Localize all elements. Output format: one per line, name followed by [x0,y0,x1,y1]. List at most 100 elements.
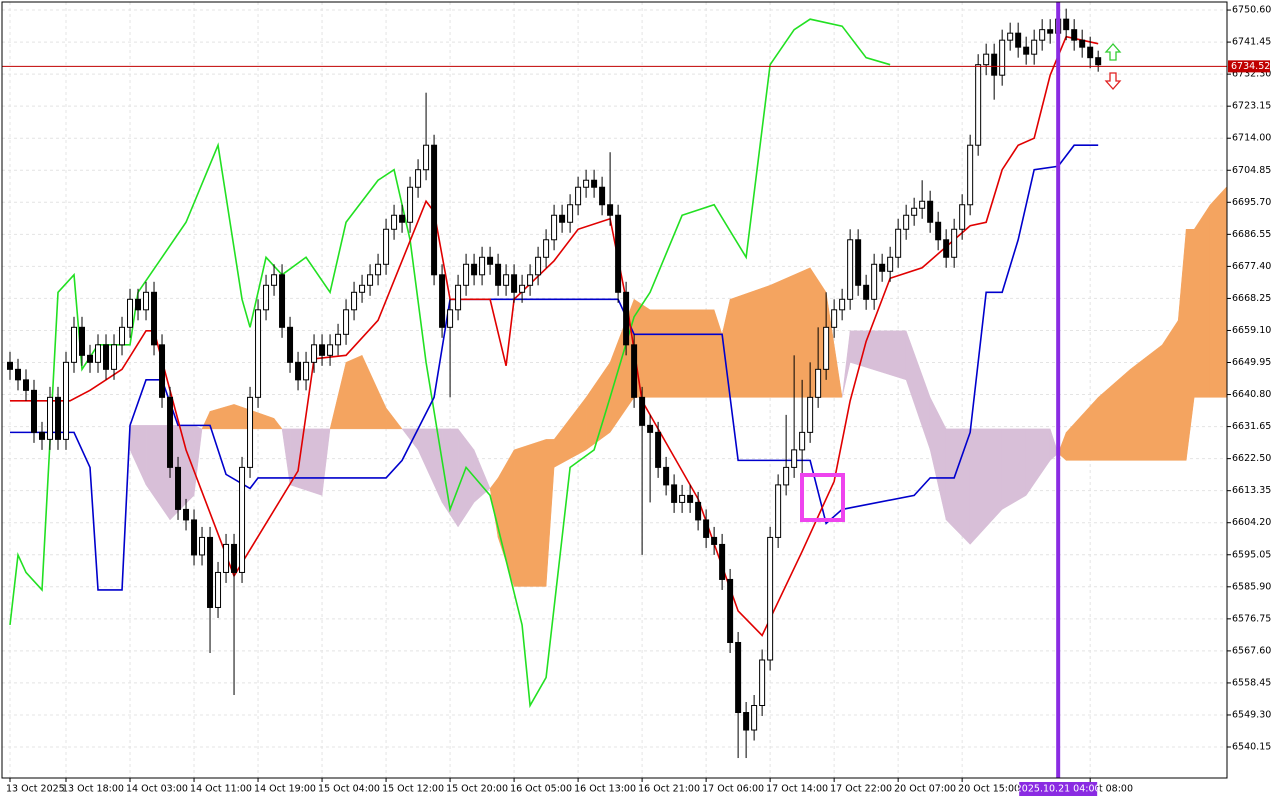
candle-body [671,484,678,503]
candle-body [615,214,622,293]
y-tick-label: 6576.75 [1232,613,1271,624]
candle-body [399,214,406,223]
y-tick-label: 6613.35 [1232,485,1271,496]
candle-body [143,291,150,311]
axis-layer: 6750.60 6741.45 6732.30 6723.15 6714.00 6704.… [6,5,1271,796]
crosshair-label-box [1019,782,1098,796]
candle-body [599,186,606,206]
candle-body [287,326,294,363]
candle-body [7,361,14,370]
y-tick-label: 6750.60 [1232,5,1271,16]
candle-body [631,344,638,398]
candle-body [175,466,182,510]
candle-body [647,424,654,433]
candle-body [543,239,550,258]
candle-body [335,333,342,346]
candle-body [1031,39,1038,55]
candle-body [511,274,518,293]
candle-body [943,239,950,258]
candle-body [359,284,366,293]
candle-body [823,326,830,370]
candle-body [455,284,462,311]
x-tick-label: 17 Oct 14:00 [766,784,828,795]
y-tick-label: 6741.45 [1232,37,1271,48]
candle-body [807,396,814,433]
candle-body [463,263,470,286]
y-tick-label: 6723.15 [1232,101,1271,112]
candle-body [831,309,838,328]
candle-body [991,53,998,76]
x-tick-label: 15 Oct 12:00 [382,784,444,795]
candle-body [439,274,446,328]
candle-body [703,519,710,538]
grid-layer [2,2,1227,778]
candle-body [79,326,86,356]
candle-body [519,284,526,293]
candle-body [55,396,62,440]
plot-frame [1,1,1228,779]
x-tick-label: 13 Oct 18:00 [62,784,124,795]
candle-body [319,344,326,356]
candles-layer [7,8,1102,759]
overlay-layer [2,2,1227,778]
cloud-segment [769,267,811,398]
candle-body [1007,32,1014,41]
cloud-segment [1049,428,1059,461]
candle-body [975,64,982,146]
candle-body [535,256,542,276]
cloud-segment [1209,186,1227,398]
candle-body [759,659,766,707]
candle-body [311,344,318,363]
candle-body [423,144,430,171]
candle-body [111,344,118,370]
candle-body [1071,29,1078,41]
candle-body [23,379,30,391]
candle-body [367,274,374,286]
candle-body [663,466,670,486]
candle-body [1039,29,1046,41]
cloud-segment [385,407,403,430]
candle-body [719,543,726,580]
y-tick-label: 6549.30 [1232,709,1271,720]
y-tick-label: 6558.45 [1232,677,1271,688]
candle-body [695,501,702,521]
candle-body [183,508,190,521]
candle-body [799,431,806,451]
candle-body [39,431,46,440]
candle-body [223,543,230,573]
candle-body [743,712,750,731]
candle-body [559,214,566,223]
candle-body [415,169,422,188]
candle-body [271,274,278,286]
candle-body [207,536,214,608]
candle-body [551,214,558,241]
candle-body [231,543,238,573]
candle-body [295,361,302,381]
candle-body [495,263,502,286]
candle-body [775,484,782,538]
candle-body [959,204,966,230]
cloud-segment [321,428,331,496]
y-tick-label: 6659.10 [1232,325,1271,336]
candle-body [263,284,270,311]
x-tick-label: 13 Oct 2025 [6,784,65,795]
x-tick-label: 15 Oct 20:00 [446,784,508,795]
candle-body [583,179,590,188]
candle-body [679,494,686,503]
x-tick-label: 14 Oct 11:00 [190,784,252,795]
y-tick-label: 6677.40 [1232,261,1271,272]
candle-body [983,53,990,66]
crosshair-label: 2025.10.21 04:00 [1016,784,1101,795]
candle-body [95,344,102,363]
x-tick-label: Oct 08:00 [1086,784,1133,795]
x-tick-label: 14 Oct 03:00 [126,784,188,795]
y-tick-label: 6668.25 [1232,293,1271,304]
candle-body [391,214,398,230]
candle-body [119,326,126,346]
candle-body [567,204,574,223]
price-label-box [1228,60,1270,73]
y-tick-label: 6622.50 [1232,453,1271,464]
y-tick-label: 6567.60 [1232,645,1271,656]
candle-body [575,186,582,206]
x-tick-label: 17 Oct 06:00 [702,784,764,795]
